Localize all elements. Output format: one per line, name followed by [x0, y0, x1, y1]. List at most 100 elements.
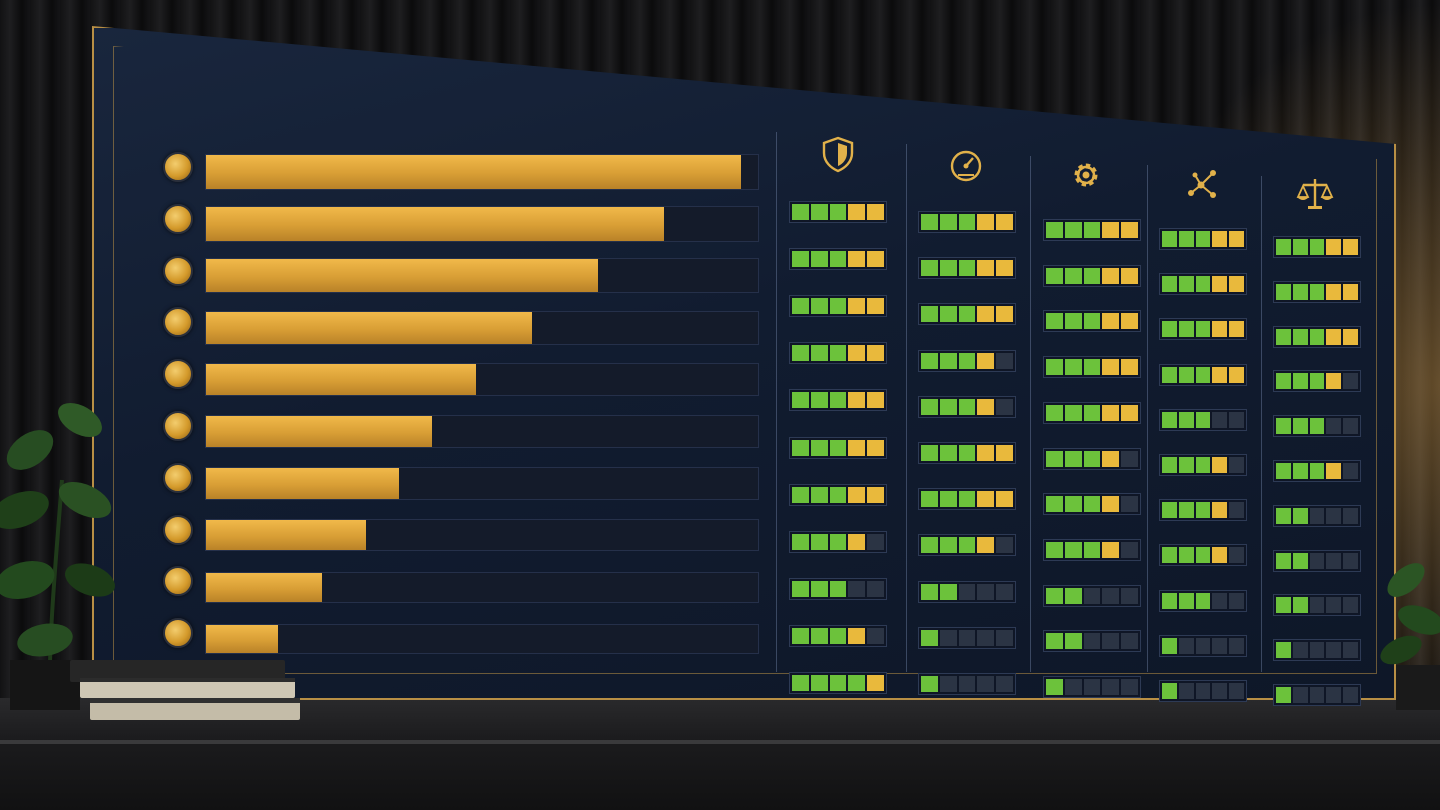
- rating-segment: [1326, 239, 1342, 255]
- rating-segment: [829, 204, 847, 220]
- rating-segment: [1162, 366, 1177, 383]
- column-divider: [1147, 165, 1148, 672]
- column-divider: [776, 132, 777, 672]
- rating-segment: [1276, 418, 1291, 435]
- rating-segment: [792, 251, 809, 268]
- rating-segment: [810, 392, 828, 409]
- rating-segment: [867, 486, 884, 503]
- rating-meter: [1043, 630, 1141, 653]
- rating-segment: [977, 537, 995, 554]
- score-bar-track: [205, 206, 759, 242]
- rating-segment: [1276, 507, 1291, 524]
- rating-segment: [1178, 231, 1194, 247]
- rating-segment: [1046, 404, 1063, 421]
- rating-segment: [792, 533, 809, 550]
- rating-meter: [789, 530, 887, 553]
- rating-meter: [1043, 219, 1141, 241]
- rating-segment: [958, 352, 976, 369]
- rating-segment: [939, 537, 957, 554]
- rating-segment: [921, 260, 938, 277]
- rating-segment: [810, 580, 828, 597]
- rating-segment: [1309, 507, 1325, 524]
- rating-segment: [1162, 411, 1177, 428]
- rating-segment: [1326, 373, 1342, 390]
- rating-segment: [977, 306, 995, 323]
- rating-segment: [829, 675, 847, 691]
- rating-segment: [1195, 457, 1211, 473]
- rating-segment: [1292, 552, 1308, 569]
- rating-segment: [1162, 457, 1177, 473]
- rating-segment: [1229, 276, 1244, 293]
- rating-segment: [1064, 633, 1082, 650]
- rating-meter: [1273, 639, 1361, 662]
- rating-segment: [848, 486, 866, 503]
- score-bar-track: [205, 467, 759, 500]
- rating-meter: [918, 626, 1016, 649]
- rating-segment: [921, 583, 938, 600]
- column-divider: [1261, 176, 1262, 672]
- column-divider: [1030, 156, 1031, 672]
- rating-segment: [829, 486, 847, 503]
- rating-segment: [792, 580, 809, 597]
- rating-segment: [1292, 283, 1308, 300]
- rating-segment: [1102, 267, 1120, 284]
- rating-segment: [1102, 679, 1120, 695]
- rating-segment: [1195, 276, 1211, 293]
- rating-segment: [1229, 502, 1244, 519]
- rating-meter: [1273, 280, 1361, 303]
- rating-segment: [1229, 457, 1244, 473]
- rating-segment: [1195, 547, 1211, 564]
- rating-meter: [1043, 356, 1141, 379]
- rating-segment: [792, 204, 809, 220]
- rating-segment: [996, 537, 1013, 554]
- rating-segment: [848, 392, 866, 409]
- rating-segment: [996, 214, 1013, 230]
- rating-segment: [958, 214, 976, 230]
- score-bar-track: [205, 623, 759, 655]
- rating-segment: [958, 583, 976, 600]
- column-divider: [906, 144, 907, 672]
- rank-marker: [163, 514, 193, 545]
- rating-segment: [1046, 359, 1063, 376]
- rating-segment: [792, 675, 809, 691]
- rating-segment: [848, 345, 866, 362]
- rating-segment: [1229, 683, 1244, 699]
- rating-segment: [977, 676, 995, 692]
- rating-segment: [977, 491, 995, 508]
- rating-segment: [1102, 359, 1120, 376]
- rating-meter: [918, 442, 1016, 464]
- rating-segment: [977, 629, 995, 646]
- rating-segment: [921, 352, 938, 369]
- rating-segment: [1162, 502, 1177, 519]
- rating-segment: [1102, 222, 1120, 238]
- rating-segment: [1292, 239, 1308, 255]
- shield-icon: [818, 134, 858, 174]
- rating-segment: [1162, 637, 1177, 654]
- score-bar-track: [205, 571, 759, 603]
- score-bar-fill: [206, 363, 477, 396]
- score-bar-track: [205, 415, 759, 448]
- rating-segment: [1121, 359, 1138, 376]
- rating-segment: [848, 298, 866, 315]
- rating-segment: [867, 392, 884, 409]
- rating-segment: [1212, 411, 1228, 428]
- score-bar-fill: [206, 155, 742, 189]
- rating-segment: [958, 398, 976, 415]
- rating-meter: [918, 303, 1016, 326]
- rating-segment: [1292, 642, 1308, 659]
- score-bar-fill: [206, 572, 322, 602]
- rating-segment: [810, 345, 828, 362]
- desk-edge: [0, 740, 1440, 744]
- score-bar-fill: [206, 259, 598, 293]
- rating-segment: [939, 583, 957, 600]
- rating-segment: [829, 345, 847, 362]
- rating-segment: [1083, 313, 1101, 330]
- rating-segment: [1212, 457, 1228, 473]
- rating-segment: [1309, 328, 1325, 345]
- rating-meter: [918, 211, 1016, 233]
- plant-right: [1380, 563, 1440, 710]
- rating-segment: [1162, 276, 1177, 293]
- rating-segment: [1178, 321, 1194, 338]
- rating-segment: [996, 398, 1013, 415]
